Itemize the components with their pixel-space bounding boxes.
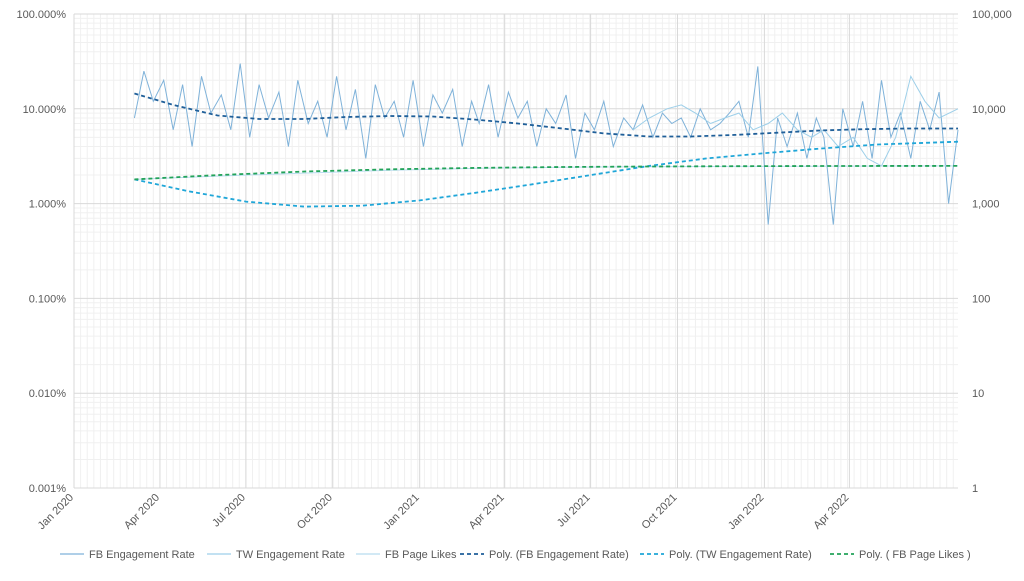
legend: FB Engagement Rate TW Engagement Rate FB P… bbox=[60, 549, 971, 561]
x-tick-label: Jan 2020 bbox=[36, 492, 76, 532]
legend-label: TW Engagement Rate bbox=[236, 549, 345, 561]
y-right-tick-label: 1,000 bbox=[972, 199, 1000, 211]
y-right-tick-label: 100,000 bbox=[972, 9, 1012, 21]
y-left-tick-label: 1.000% bbox=[29, 199, 67, 211]
series-line-4 bbox=[134, 140, 959, 208]
y-left-tick-label: 0.010% bbox=[29, 388, 67, 400]
y-right-tick-label: 10,000 bbox=[972, 104, 1006, 116]
grid-layer bbox=[73, 13, 958, 489]
x-tick-label: Oct 2020 bbox=[295, 492, 335, 532]
x-tick-label: Jul 2020 bbox=[210, 492, 248, 530]
y-left-tick-label: 100.000% bbox=[16, 9, 66, 21]
series-line-5 bbox=[134, 164, 959, 181]
y-right-tick-label: 100 bbox=[972, 293, 990, 305]
x-tick-label: Apr 2021 bbox=[467, 492, 507, 532]
series-layer bbox=[133, 63, 959, 225]
x-tick-label: Apr 2022 bbox=[811, 492, 851, 532]
y-left-tick-label: 10.000% bbox=[23, 104, 67, 116]
legend-item: Poly. ( FB Page Likes ) bbox=[830, 549, 971, 561]
x-tick-label: Oct 2021 bbox=[640, 492, 680, 532]
legend-item: FB Page Likes bbox=[356, 549, 457, 561]
x-tick-label: Jan 2022 bbox=[726, 492, 766, 532]
legend-item: Poly. (FB Engagement Rate) bbox=[460, 549, 629, 561]
legend-label: FB Page Likes bbox=[385, 549, 457, 561]
y-left-tick-label: 0.001% bbox=[29, 483, 67, 495]
legend-label: Poly. (FB Engagement Rate) bbox=[489, 549, 629, 561]
axis-layer: 0.001% 0.010% 0.100% 1.000% 10.000% 100.000% 1… bbox=[16, 9, 1011, 532]
x-tick-label: Jul 2021 bbox=[555, 492, 593, 530]
legend-label: Poly. ( FB Page Likes ) bbox=[859, 549, 971, 561]
legend-item: TW Engagement Rate bbox=[207, 549, 345, 561]
y-right-tick-label: 10 bbox=[972, 388, 984, 400]
y-left-tick-label: 0.100% bbox=[29, 293, 67, 305]
x-tick-label: Apr 2020 bbox=[122, 492, 162, 532]
y-right-tick-label: 1 bbox=[972, 483, 978, 495]
legend-label: FB Engagement Rate bbox=[89, 549, 195, 561]
legend-label: Poly. (TW Engagement Rate) bbox=[669, 549, 812, 561]
series-line-2 bbox=[134, 165, 959, 180]
x-tick-label: Jan 2021 bbox=[381, 492, 421, 532]
legend-item: FB Engagement Rate bbox=[60, 549, 195, 561]
legend-item: Poly. (TW Engagement Rate) bbox=[640, 549, 812, 561]
series-line-3 bbox=[134, 92, 958, 138]
series-line-1 bbox=[632, 74, 959, 167]
